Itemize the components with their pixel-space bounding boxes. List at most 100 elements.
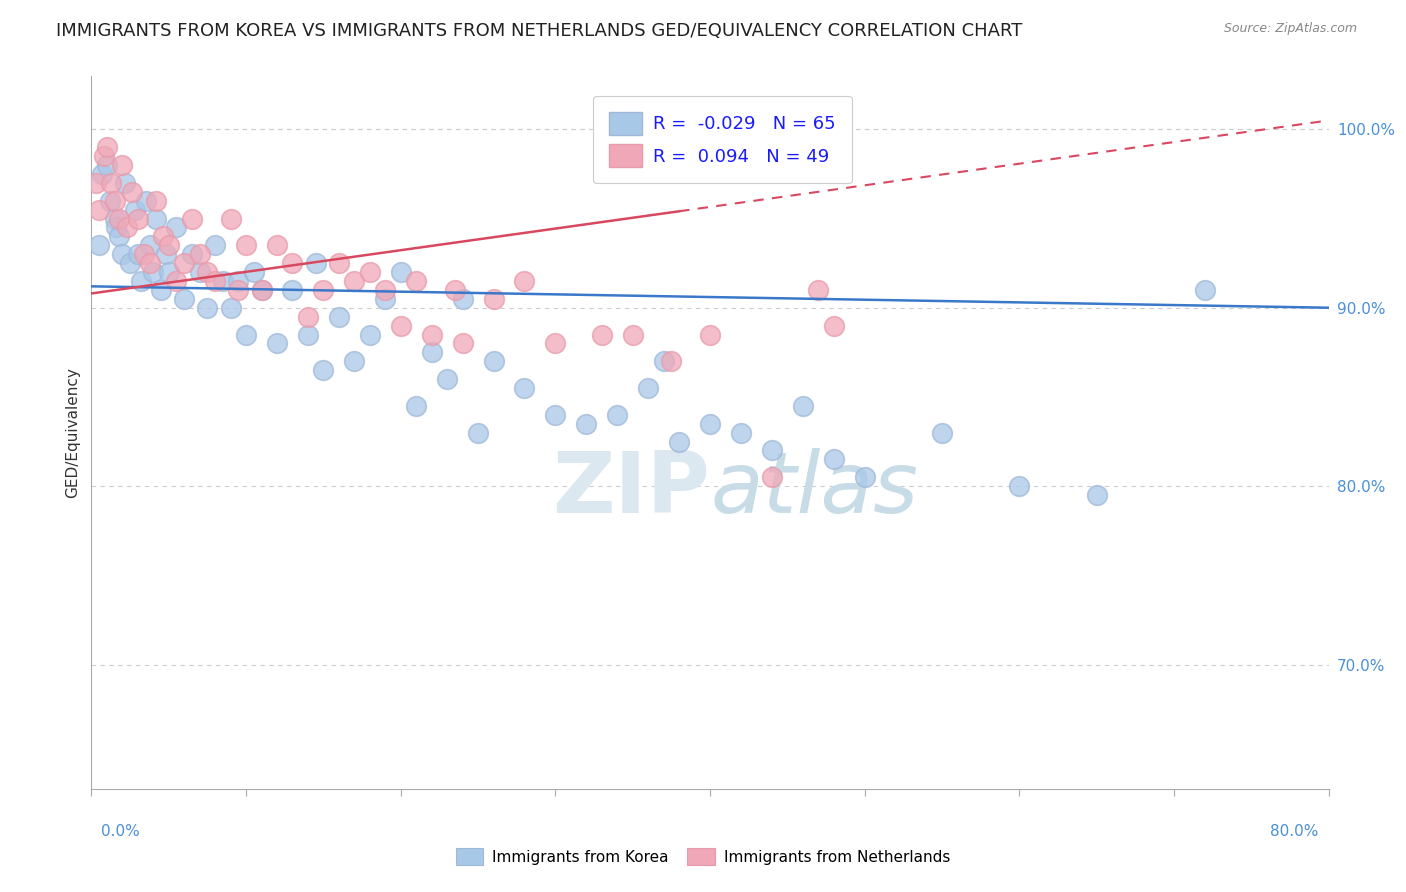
Point	[111, 158, 134, 172]
Point	[121, 185, 143, 199]
Point	[606, 408, 628, 422]
Point	[451, 292, 474, 306]
Point	[328, 310, 350, 324]
Point	[853, 470, 876, 484]
Point	[157, 265, 180, 279]
Point	[132, 247, 155, 261]
Point	[621, 327, 644, 342]
Point	[139, 256, 162, 270]
Point	[155, 247, 177, 261]
Point	[389, 318, 412, 333]
Point	[328, 256, 350, 270]
Point	[195, 301, 219, 315]
Point	[823, 452, 845, 467]
Point	[544, 336, 567, 351]
Point	[652, 354, 675, 368]
Legend: Immigrants from Korea, Immigrants from Netherlands: Immigrants from Korea, Immigrants from N…	[450, 842, 956, 871]
Point	[166, 274, 188, 288]
Point	[544, 408, 567, 422]
Point	[482, 292, 505, 306]
Point	[242, 265, 264, 279]
Point	[250, 283, 273, 297]
Text: 80.0%: 80.0%	[1271, 824, 1319, 838]
Point	[98, 194, 121, 208]
Point	[405, 274, 427, 288]
Point	[304, 256, 326, 270]
Point	[173, 292, 195, 306]
Text: Source: ZipAtlas.com: Source: ZipAtlas.com	[1223, 22, 1357, 36]
Point	[730, 425, 752, 440]
Point	[87, 202, 111, 217]
Point	[157, 238, 180, 252]
Point	[180, 211, 202, 226]
Point	[150, 283, 172, 297]
Text: atlas: atlas	[710, 448, 918, 532]
Point	[266, 238, 288, 252]
Y-axis label: GED/Equivalency: GED/Equivalency	[65, 368, 80, 498]
Point	[359, 327, 381, 342]
Point	[761, 470, 783, 484]
Point	[115, 220, 138, 235]
Legend: R =  -0.029   N = 65, R =  0.094   N = 49: R = -0.029 N = 65, R = 0.094 N = 49	[593, 95, 852, 184]
Point	[436, 372, 458, 386]
Point	[807, 283, 830, 297]
Point	[180, 247, 202, 261]
Point	[343, 274, 366, 288]
Point	[297, 327, 319, 342]
Point	[166, 220, 188, 235]
Point	[195, 265, 219, 279]
Point	[204, 274, 226, 288]
Point	[100, 176, 122, 190]
Point	[312, 363, 335, 377]
Point	[124, 202, 146, 217]
Point	[204, 238, 226, 252]
Point	[108, 229, 131, 244]
Point	[129, 274, 152, 288]
Point	[84, 176, 107, 190]
Point	[389, 265, 412, 279]
Point	[250, 283, 273, 297]
Point	[312, 283, 335, 297]
Point	[96, 140, 118, 154]
Point	[443, 283, 465, 297]
Point	[1085, 488, 1108, 502]
Point	[93, 149, 115, 163]
Point	[145, 211, 167, 226]
Point	[219, 211, 242, 226]
Text: IMMIGRANTS FROM KOREA VS IMMIGRANTS FROM NETHERLANDS GED/EQUIVALENCY CORRELATION: IMMIGRANTS FROM KOREA VS IMMIGRANTS FROM…	[56, 22, 1022, 40]
Point	[761, 443, 783, 458]
Point	[104, 211, 127, 226]
Point	[591, 327, 613, 342]
Point	[211, 274, 233, 288]
Point	[699, 327, 721, 342]
Point	[297, 310, 319, 324]
Point	[127, 211, 149, 226]
Point	[114, 176, 136, 190]
Point	[139, 238, 162, 252]
Point	[188, 247, 211, 261]
Point	[482, 354, 505, 368]
Point	[659, 354, 682, 368]
Point	[104, 194, 127, 208]
Point	[359, 265, 381, 279]
Point	[111, 247, 134, 261]
Point	[575, 417, 598, 431]
Point	[173, 256, 195, 270]
Point	[513, 274, 536, 288]
Point	[792, 399, 814, 413]
Point	[135, 194, 156, 208]
Point	[668, 434, 690, 449]
Point	[226, 274, 250, 288]
Point	[1008, 479, 1031, 493]
Point	[127, 247, 149, 261]
Point	[374, 283, 396, 297]
Point	[343, 354, 366, 368]
Point	[91, 167, 114, 181]
Point	[266, 336, 288, 351]
Point	[374, 292, 396, 306]
Point	[235, 327, 257, 342]
Point	[145, 194, 167, 208]
Point	[120, 256, 141, 270]
Point	[931, 425, 953, 440]
Point	[281, 256, 304, 270]
